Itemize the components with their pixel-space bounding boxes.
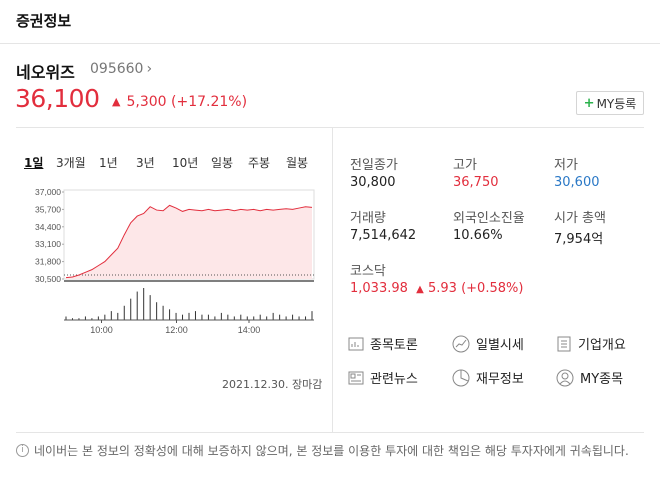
news-label: 관련뉴스 bbox=[370, 372, 418, 387]
market-cap-value: 7,954억 bbox=[554, 232, 604, 247]
period-tab[interactable]: 3년 bbox=[136, 156, 155, 170]
period-tab[interactable]: 일봉 bbox=[211, 156, 234, 170]
chart-date-label: 2021.12.30. 장마감 bbox=[222, 378, 323, 391]
foreign-ratio-value: 10.66% bbox=[453, 228, 503, 243]
document-icon bbox=[557, 336, 571, 351]
news-link[interactable]: 관련뉴스 bbox=[348, 368, 418, 387]
market-cap-label: 시가 총액 bbox=[554, 211, 606, 226]
discussion-label: 종목토론 bbox=[370, 338, 418, 353]
up-arrow-icon: ▲ bbox=[416, 284, 424, 295]
period-tab[interactable]: 주봉 bbox=[248, 156, 271, 170]
price-area bbox=[66, 205, 312, 279]
user-icon bbox=[556, 369, 574, 386]
period-tab[interactable]: 1일 bbox=[24, 156, 44, 170]
change-amount: 5,300 bbox=[126, 94, 167, 110]
financial-link[interactable]: 재무정보 bbox=[452, 368, 524, 387]
prev-close-label: 전일종가 bbox=[350, 158, 398, 173]
news-icon bbox=[348, 371, 364, 384]
price-change: ▲ 5,300 (+17.21%) bbox=[112, 94, 247, 110]
x-tick-label: 12:00 bbox=[165, 325, 188, 335]
low-label: 저가 bbox=[554, 158, 578, 173]
high-value: 36,750 bbox=[453, 175, 499, 190]
x-tick-label: 14:00 bbox=[238, 325, 261, 335]
chevron-right-icon: › bbox=[146, 61, 153, 77]
current-price: 36,100 bbox=[15, 84, 100, 113]
chart-bar-icon bbox=[348, 337, 364, 350]
volume-value: 7,514,642 bbox=[350, 228, 417, 243]
low-value: 30,600 bbox=[554, 175, 600, 190]
period-tab[interactable]: 3개월 bbox=[56, 156, 86, 170]
price-line bbox=[65, 204, 313, 279]
period-tab[interactable]: 1년 bbox=[99, 156, 118, 170]
my-register-label: MY등록 bbox=[596, 96, 637, 111]
kosdaq-value: 1,033.98 ▲ 5.93 (+0.58%) bbox=[350, 281, 523, 296]
info-icon: i bbox=[16, 444, 29, 457]
financial-label: 재무정보 bbox=[476, 372, 524, 387]
y-tick-label: 30,500 bbox=[35, 274, 61, 284]
prev-close-value: 30,800 bbox=[350, 175, 396, 190]
section-header: 증권정보 bbox=[0, 0, 660, 44]
pie-chart-icon bbox=[452, 369, 470, 386]
daily-price-label: 일별시세 bbox=[476, 338, 524, 353]
y-tick-label: 31,800 bbox=[35, 257, 61, 267]
plus-icon: + bbox=[583, 95, 595, 111]
stock-code: 095660 bbox=[90, 61, 144, 77]
my-stocks-link[interactable]: MY종목 bbox=[556, 368, 623, 387]
my-register-button[interactable]: + MY등록 bbox=[576, 91, 644, 115]
company-overview-link[interactable]: 기업개요 bbox=[556, 334, 626, 353]
volume-label: 거래량 bbox=[350, 211, 386, 226]
period-tab[interactable]: 10년 bbox=[172, 156, 199, 170]
stock-name[interactable]: 네오위즈 bbox=[16, 63, 75, 82]
y-tick-label: 35,700 bbox=[35, 204, 61, 214]
y-tick-label: 33,100 bbox=[35, 239, 61, 249]
high-label: 고가 bbox=[453, 158, 477, 173]
my-stocks-label: MY종목 bbox=[580, 372, 624, 387]
y-tick-label: 37,000 bbox=[35, 187, 61, 197]
kosdaq-change: 5.93 (+0.58%) bbox=[428, 281, 524, 296]
discussion-link[interactable]: 종목토론 bbox=[348, 334, 418, 353]
disclaimer-text: 네이버는 본 정보의 정확성에 대해 보증하지 않으며, 본 정보를 이용한 투… bbox=[34, 444, 629, 458]
kosdaq-label: 코스닥 bbox=[350, 264, 386, 279]
company-overview-label: 기업개요 bbox=[578, 338, 626, 353]
kosdaq-index: 1,033.98 bbox=[350, 281, 408, 296]
foreign-ratio-label: 외국인소진율 bbox=[453, 211, 525, 226]
daily-price-link[interactable]: 일별시세 bbox=[452, 334, 524, 353]
x-tick-label: 10:00 bbox=[90, 325, 113, 335]
period-tab[interactable]: 월봉 bbox=[286, 156, 309, 170]
stock-info-box bbox=[16, 127, 644, 433]
price-chart: 37,000 35,700 34,400 33,100 31,800 30,500 10:0… bbox=[35, 187, 315, 335]
trend-icon bbox=[452, 335, 470, 352]
section-title: 증권정보 bbox=[16, 12, 72, 30]
divider bbox=[332, 127, 333, 433]
stock-code-link[interactable]: 095660 › bbox=[90, 61, 152, 77]
disclaimer: i 네이버는 본 정보의 정확성에 대해 보증하지 않으며, 본 정보를 이용한… bbox=[16, 443, 646, 460]
y-tick-label: 34,400 bbox=[35, 222, 61, 232]
change-percent: (+17.21%) bbox=[171, 94, 248, 110]
up-arrow-icon: ▲ bbox=[112, 95, 121, 108]
